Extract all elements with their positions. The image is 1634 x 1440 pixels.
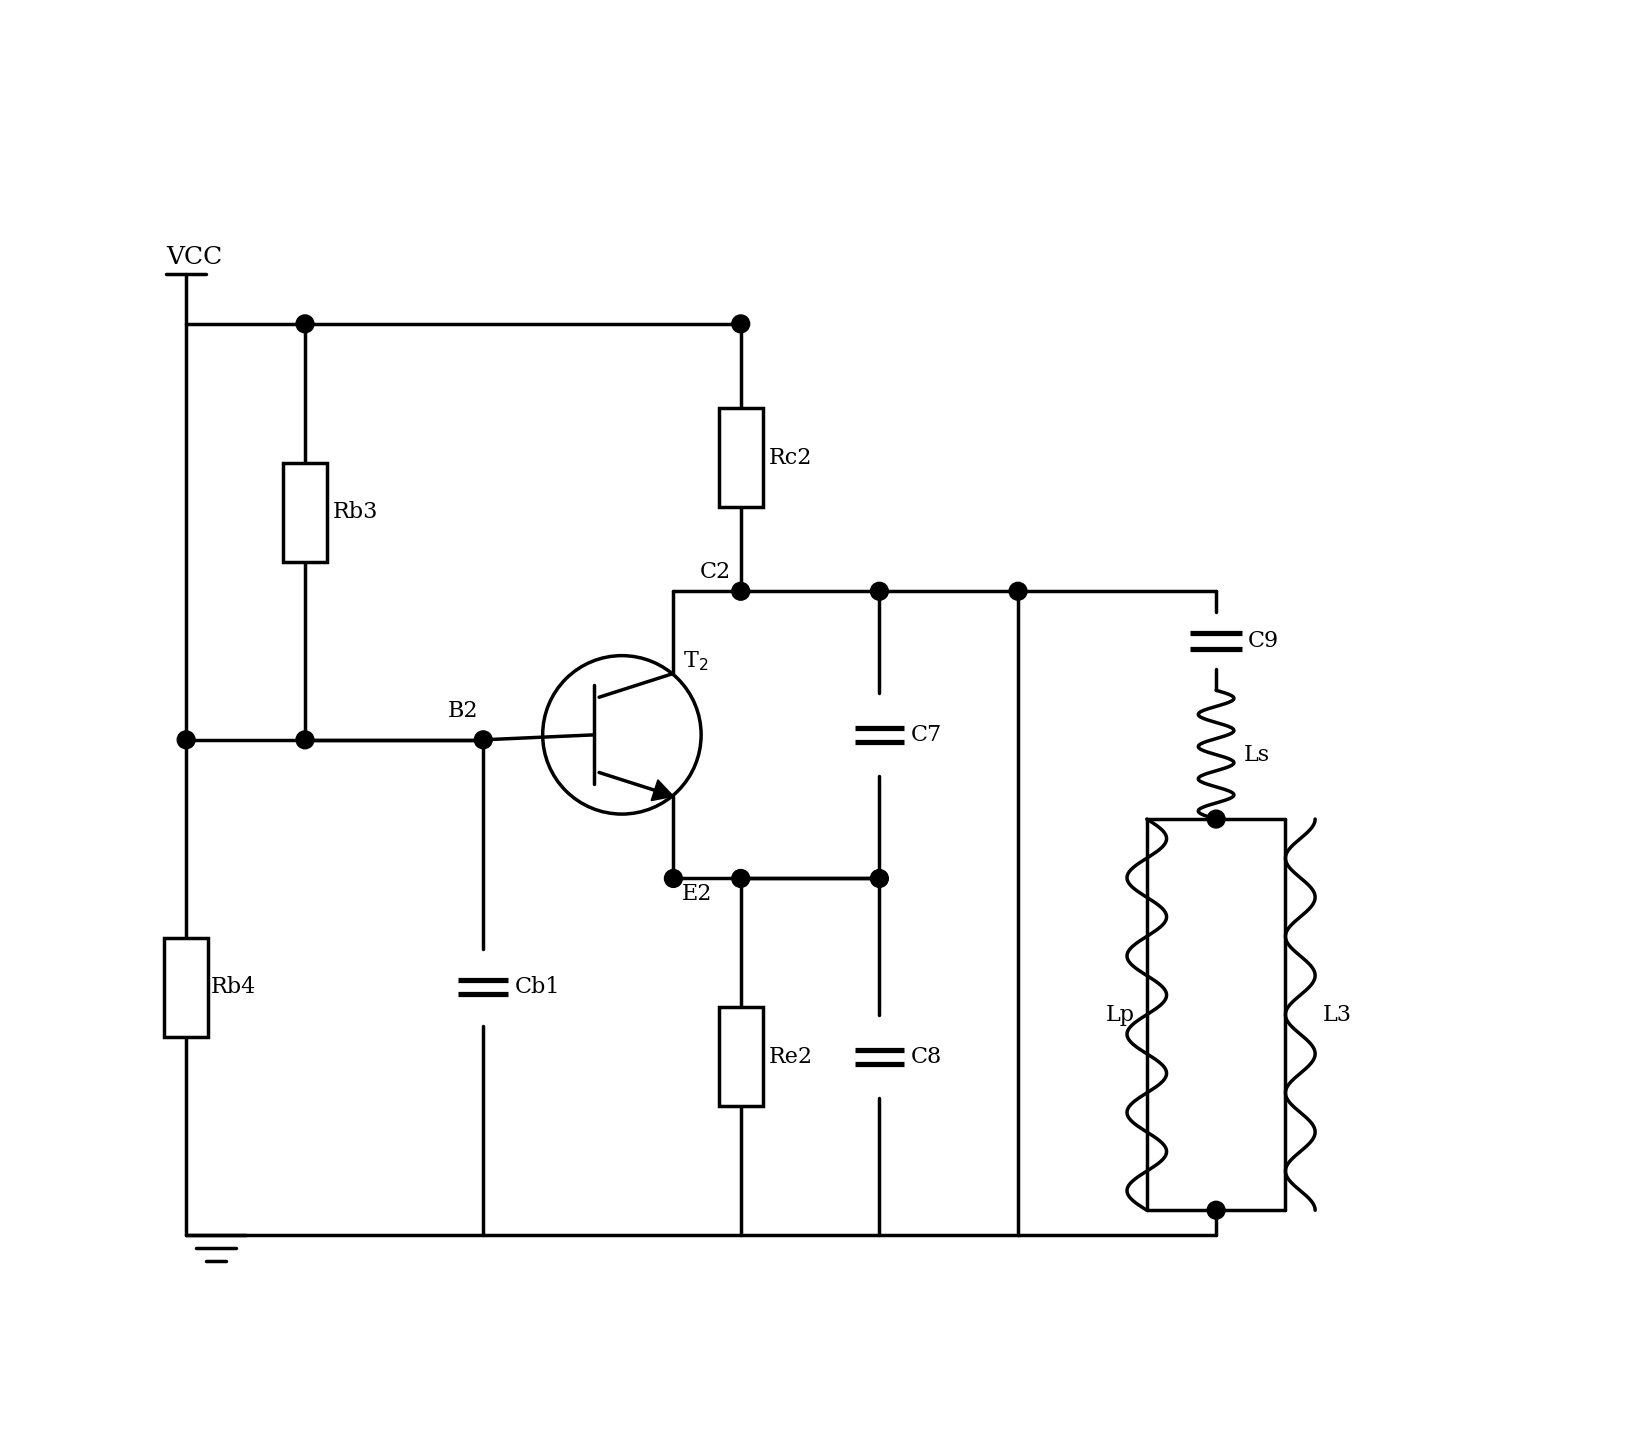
Bar xyxy=(719,408,763,507)
Text: Re2: Re2 xyxy=(768,1045,812,1067)
Text: B2: B2 xyxy=(448,700,479,721)
Text: Rb4: Rb4 xyxy=(211,976,257,998)
Circle shape xyxy=(871,582,889,600)
Circle shape xyxy=(176,732,194,749)
Text: C2: C2 xyxy=(699,562,730,583)
Circle shape xyxy=(1208,811,1226,828)
Text: Cb1: Cb1 xyxy=(515,976,560,998)
Text: L3: L3 xyxy=(1324,1004,1351,1025)
Text: E2: E2 xyxy=(681,883,712,906)
Circle shape xyxy=(732,870,750,887)
Bar xyxy=(283,462,327,562)
Text: Ls: Ls xyxy=(1243,743,1270,766)
Text: VCC: VCC xyxy=(167,246,222,269)
Circle shape xyxy=(1208,1201,1226,1220)
Text: C9: C9 xyxy=(1248,629,1279,652)
Circle shape xyxy=(871,870,889,887)
Circle shape xyxy=(732,315,750,333)
Text: C7: C7 xyxy=(912,724,943,746)
Text: C8: C8 xyxy=(912,1045,943,1067)
Text: Rb3: Rb3 xyxy=(333,501,377,523)
Circle shape xyxy=(1010,582,1026,600)
Polygon shape xyxy=(652,780,673,801)
Circle shape xyxy=(665,870,683,887)
Text: T$_2$: T$_2$ xyxy=(683,649,709,674)
Circle shape xyxy=(296,315,314,333)
Circle shape xyxy=(732,582,750,600)
Bar xyxy=(719,1007,763,1106)
Text: Lp: Lp xyxy=(1106,1004,1136,1025)
Bar xyxy=(165,937,208,1037)
Circle shape xyxy=(474,732,492,749)
Text: Rc2: Rc2 xyxy=(768,446,812,468)
Circle shape xyxy=(296,732,314,749)
